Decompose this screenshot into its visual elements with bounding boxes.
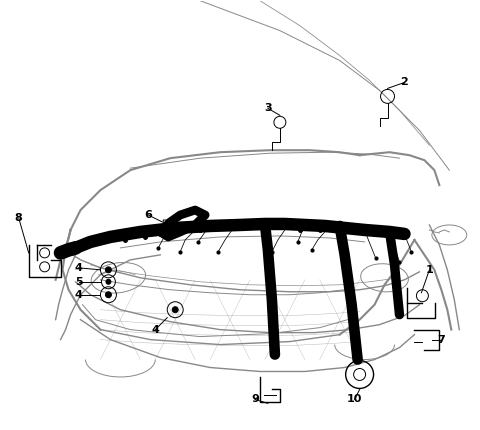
Text: 9: 9 (251, 394, 259, 404)
Text: 6: 6 (144, 210, 152, 220)
Circle shape (172, 307, 178, 313)
Circle shape (106, 292, 111, 298)
Text: 3: 3 (264, 103, 272, 114)
Text: 8: 8 (15, 213, 23, 223)
Text: 10: 10 (347, 394, 362, 404)
Text: 1: 1 (425, 265, 433, 275)
Circle shape (106, 267, 111, 273)
Text: 4: 4 (74, 263, 83, 273)
Text: 4: 4 (74, 290, 83, 300)
Circle shape (106, 280, 111, 284)
Text: 2: 2 (401, 77, 408, 87)
Text: 4: 4 (151, 325, 159, 335)
Text: 5: 5 (75, 277, 83, 287)
Text: 7: 7 (437, 335, 445, 344)
